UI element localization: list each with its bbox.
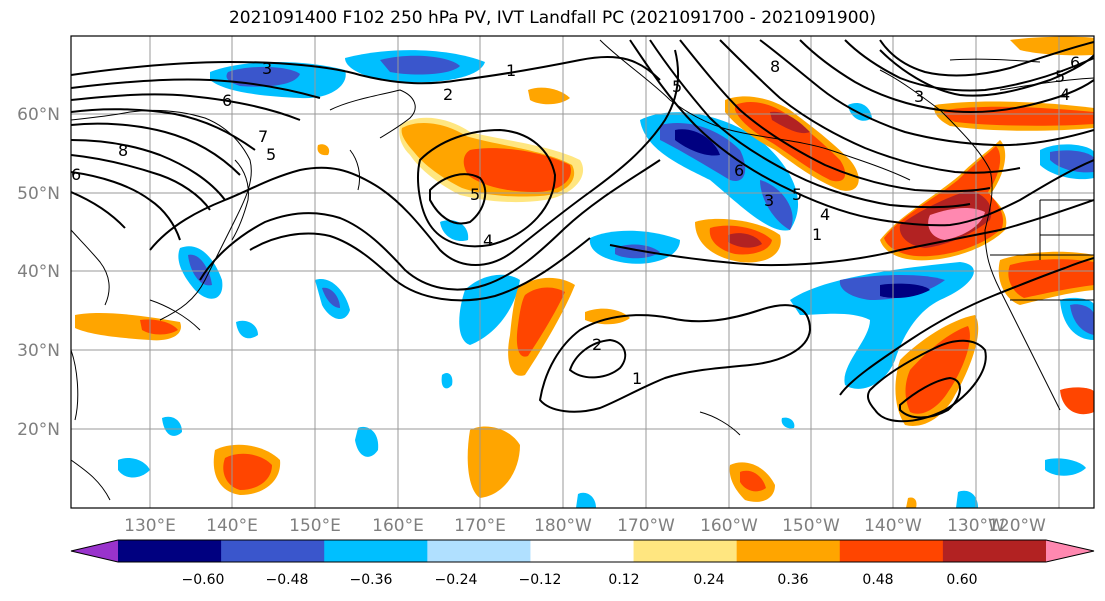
longitude-labels: 130°E 140°E 150°E 160°E 170°E 180°W 170°… — [124, 516, 1046, 536]
lon-label: 150°E — [289, 516, 341, 536]
lon-label: 120°W — [988, 516, 1046, 536]
contour-label: 5 — [266, 145, 276, 164]
colorbar-labels: −0.60 −0.48 −0.36 −0.24 −0.12 0.12 0.24 … — [182, 572, 978, 588]
colorbar-tick-label: −0.60 — [182, 572, 225, 588]
colorbar-tick-label: −0.24 — [435, 572, 478, 588]
contour-label: 1 — [506, 61, 516, 80]
colorbar-extension-left — [71, 540, 118, 562]
colorbar-tick-label: 0.12 — [608, 572, 639, 588]
latitude-labels: 60°N 50°N 40°N 30°N 20°N — [17, 105, 60, 440]
colorbar-segment — [942, 540, 1047, 562]
contour-label: 7 — [258, 127, 268, 146]
contour-label: 1 — [812, 225, 822, 244]
lon-label: 140°E — [206, 516, 258, 536]
ivt-contours — [71, 39, 1094, 423]
lat-label: 20°N — [17, 420, 60, 440]
colorbar — [70, 539, 1095, 563]
lon-label: 170°W — [617, 516, 675, 536]
contour-label: 6 — [734, 161, 744, 180]
contour-label: 1 — [632, 369, 642, 388]
contour-label: 4 — [1060, 85, 1070, 104]
negative-anomalies — [118, 50, 1094, 508]
positive-anomalies — [75, 36, 1094, 508]
contour-label: 2 — [592, 335, 602, 354]
contour-labels: 3 1 2 6 7 8 5 6 5 4 1 2 1 8 5 3 3 6 5 4 … — [71, 53, 1080, 388]
contour-label: 6 — [222, 91, 232, 110]
contour-label: 5 — [792, 185, 802, 204]
colorbar-tick-label: 0.24 — [693, 572, 724, 588]
contour-label: 4 — [483, 231, 493, 250]
colorbar-tick-label: 0.60 — [946, 572, 977, 588]
colorbar-segment — [118, 540, 222, 562]
map-frame — [70, 35, 1095, 509]
colorbar-segment — [324, 540, 428, 562]
lat-label: 60°N — [17, 105, 60, 125]
colorbar-tick-label: −0.48 — [266, 572, 309, 588]
figure-title: 2021091400 F102 250 hPa PV, IVT Landfall… — [228, 8, 876, 28]
lon-label: 130°E — [124, 516, 176, 536]
lat-label: 50°N — [17, 184, 60, 204]
lat-label: 40°N — [17, 262, 60, 282]
colorbar-outline — [70, 539, 1095, 563]
colorbar-tick-label: −0.36 — [350, 572, 393, 588]
colorbar-segment — [221, 540, 325, 562]
contour-label: 8 — [118, 141, 128, 160]
contour-label: 8 — [770, 57, 780, 76]
lon-label: 160°E — [372, 516, 424, 536]
contour-label: 5 — [1055, 67, 1065, 86]
contour-label: 3 — [262, 59, 272, 78]
lon-label: 160°W — [700, 516, 758, 536]
colorbar-segment — [530, 540, 635, 562]
lon-label: 130°W — [947, 516, 1005, 536]
lat-label: 30°N — [17, 341, 60, 361]
colorbar-tick-label: −0.12 — [519, 572, 562, 588]
filled-anomalies — [75, 36, 1094, 508]
lon-label: 150°W — [782, 516, 840, 536]
lon-label: 170°E — [454, 516, 506, 536]
lon-label: 180°W — [534, 516, 592, 536]
contour-label: 2 — [443, 85, 453, 104]
gridlines — [71, 36, 1094, 508]
contour-label: 3 — [914, 87, 924, 106]
contour-label: 6 — [1070, 53, 1080, 72]
lon-label: 140°W — [864, 516, 922, 536]
colorbar-tick-label: 0.48 — [862, 572, 893, 588]
colorbar-segment — [736, 540, 841, 562]
contour-label: 5 — [672, 77, 682, 96]
contour-label: 4 — [820, 205, 830, 224]
colorbar-segment — [427, 540, 531, 562]
contour-label: 5 — [470, 185, 480, 204]
colorbar-extension-right — [1046, 540, 1094, 562]
contour-label: 3 — [764, 191, 774, 210]
colorbar-tick-label: 0.36 — [777, 572, 808, 588]
colorbar-segment — [839, 540, 944, 562]
contour-label: 6 — [71, 165, 81, 184]
colorbar-segment — [633, 540, 738, 562]
